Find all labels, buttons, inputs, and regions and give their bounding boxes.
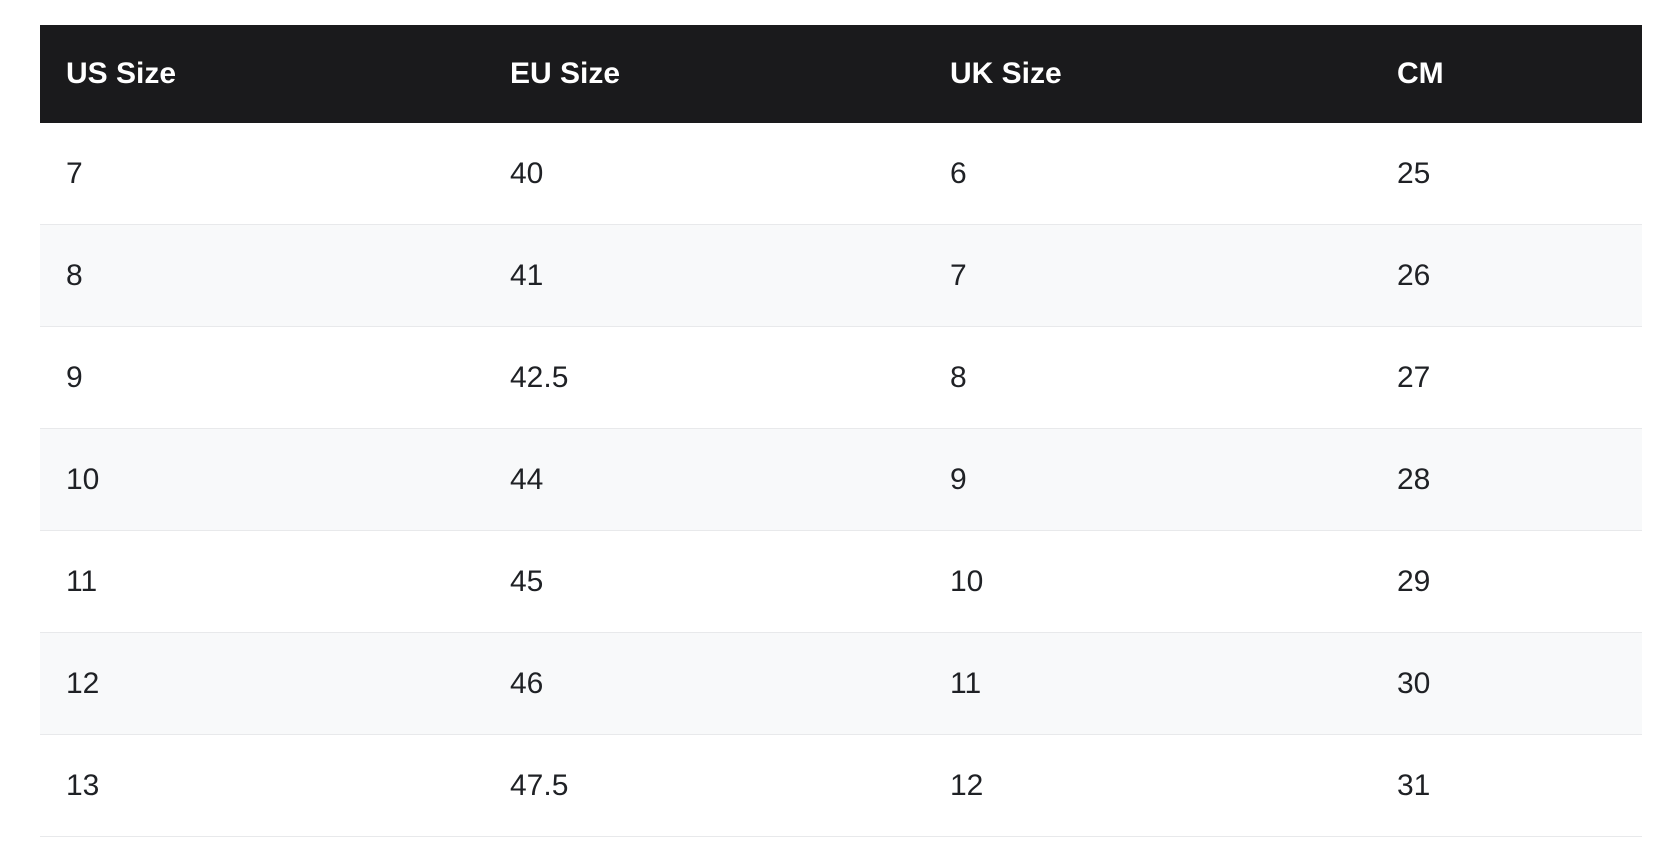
column-header-cm: CM	[1371, 25, 1642, 123]
table-row: 9 42.5 8 27	[40, 326, 1642, 429]
table-body: 7 40 6 25 8 41 7 26 9 42.5 8 27 10 44 9 28 11 45 10 29 12 46 1…	[40, 123, 1642, 837]
cell-uk: 11	[924, 632, 1371, 735]
cell-eu: 42.5	[484, 326, 924, 429]
cell-us: 10	[40, 428, 484, 531]
cell-eu: 41	[484, 224, 924, 327]
cell-us: 13	[40, 734, 484, 837]
cell-uk: 10	[924, 530, 1371, 633]
table-row: 12 46 11 30	[40, 632, 1642, 735]
cell-cm: 30	[1371, 632, 1642, 735]
cell-eu: 46	[484, 632, 924, 735]
cell-us: 9	[40, 326, 484, 429]
cell-eu: 47.5	[484, 734, 924, 837]
cell-cm: 28	[1371, 428, 1642, 531]
column-header-uk: UK Size	[924, 25, 1371, 123]
cell-eu: 45	[484, 530, 924, 633]
cell-cm: 31	[1371, 734, 1642, 837]
table-row: 7 40 6 25	[40, 123, 1642, 225]
cell-eu: 40	[484, 123, 924, 225]
cell-uk: 8	[924, 326, 1371, 429]
cell-uk: 6	[924, 123, 1371, 225]
size-conversion-table: US Size EU Size UK Size CM 7 40 6 25 8 41 7 26 9 42.…	[40, 25, 1642, 837]
cell-eu: 44	[484, 428, 924, 531]
cell-us: 7	[40, 123, 484, 225]
cell-us: 11	[40, 530, 484, 633]
table-row: 11 45 10 29	[40, 530, 1642, 633]
cell-cm: 27	[1371, 326, 1642, 429]
table-row: 10 44 9 28	[40, 428, 1642, 531]
cell-uk: 9	[924, 428, 1371, 531]
table-row: 8 41 7 26	[40, 224, 1642, 327]
table-header: US Size EU Size UK Size CM	[40, 25, 1642, 123]
column-header-eu: EU Size	[484, 25, 924, 123]
cell-us: 8	[40, 224, 484, 327]
cell-cm: 25	[1371, 123, 1642, 225]
cell-uk: 7	[924, 224, 1371, 327]
table-row: 13 47.5 12 31	[40, 734, 1642, 837]
cell-cm: 29	[1371, 530, 1642, 633]
cell-uk: 12	[924, 734, 1371, 837]
cell-us: 12	[40, 632, 484, 735]
header-row: US Size EU Size UK Size CM	[40, 25, 1642, 123]
cell-cm: 26	[1371, 224, 1642, 327]
column-header-us: US Size	[40, 25, 484, 123]
